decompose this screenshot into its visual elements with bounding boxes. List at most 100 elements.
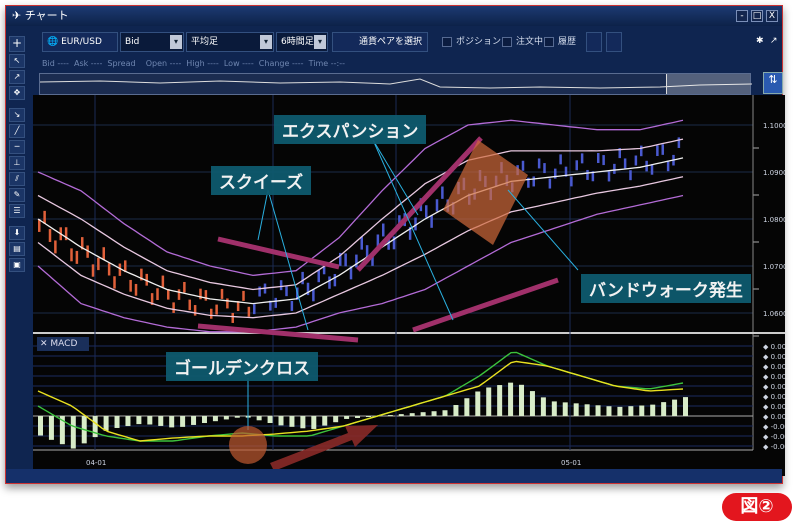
drawing-tool-0[interactable]: ↖ bbox=[9, 54, 25, 68]
close-button[interactable]: X bbox=[766, 10, 778, 22]
macd-histogram-bar bbox=[344, 416, 350, 419]
position-checkbox[interactable] bbox=[442, 37, 452, 47]
golden-cross-marker bbox=[229, 426, 267, 464]
candle bbox=[204, 290, 208, 301]
drawing-tool-4[interactable]: ╱ bbox=[9, 124, 25, 138]
window-title: チャート bbox=[24, 9, 69, 22]
macd-axis-label: ◆ 0.001 bbox=[763, 403, 785, 411]
macd-histogram-bar bbox=[223, 416, 229, 420]
candle bbox=[113, 276, 116, 289]
candle bbox=[425, 205, 428, 218]
candle bbox=[398, 215, 401, 229]
macd-histogram-bar bbox=[169, 416, 175, 428]
macd-histogram-bar bbox=[672, 399, 678, 416]
candle bbox=[64, 227, 68, 241]
candle bbox=[591, 171, 595, 182]
macd-histogram-bar bbox=[650, 404, 656, 416]
price-type-select[interactable]: Bid ▾ bbox=[120, 32, 184, 52]
bandwalk-highlight bbox=[443, 140, 528, 245]
navigator-scrollbar[interactable] bbox=[39, 73, 753, 95]
currency-pair-button[interactable]: 🌐 EUR/USD bbox=[42, 32, 118, 52]
price-type-value: Bid bbox=[125, 37, 140, 47]
macd-histogram-bar bbox=[519, 384, 525, 416]
candle bbox=[640, 145, 643, 157]
navigator-range-handle[interactable] bbox=[666, 74, 750, 94]
export-icon[interactable] bbox=[586, 32, 602, 52]
price-axis-label: 1.06000 bbox=[763, 310, 785, 318]
auto-scroll-button[interactable]: ⇅ bbox=[763, 72, 783, 94]
drawing-tool-10[interactable]: ⬇ bbox=[9, 226, 25, 240]
callout-squeeze: スクイーズ bbox=[211, 166, 312, 195]
select-pair-button[interactable]: 通貨ペアを選択 bbox=[332, 32, 428, 52]
macd-axis-label: ◆ -0.001 bbox=[763, 423, 785, 431]
macd-histogram-bar bbox=[409, 413, 415, 416]
candle bbox=[38, 219, 41, 232]
candle bbox=[322, 261, 326, 275]
candle bbox=[554, 168, 557, 179]
drawing-tool-12[interactable]: ▣ bbox=[9, 258, 25, 272]
macd-panel-header: ✕ MACD bbox=[37, 337, 89, 351]
candle bbox=[215, 304, 218, 315]
drawing-tool-1[interactable]: ↗ bbox=[9, 70, 25, 84]
history-checkbox[interactable] bbox=[544, 37, 554, 47]
candle bbox=[236, 301, 240, 312]
drawing-tool-7[interactable]: ⫽ bbox=[9, 172, 25, 186]
macd-histogram-bar bbox=[48, 416, 54, 440]
gear-icon[interactable]: ✱ bbox=[756, 36, 764, 46]
candle bbox=[365, 245, 369, 259]
candle bbox=[570, 176, 573, 187]
drawing-tool-8[interactable]: ✎ bbox=[9, 188, 25, 202]
chart-area[interactable]: 1.10000 1.09000 1.08000 1.07000 1.06000 ◆ 0.0… bbox=[33, 95, 793, 476]
drawing-tool-3[interactable]: ↘ bbox=[9, 108, 25, 122]
candle bbox=[199, 288, 202, 300]
candle bbox=[118, 263, 122, 276]
candle bbox=[145, 273, 148, 286]
drawing-tool-6[interactable]: ⊥ bbox=[9, 156, 25, 170]
candle bbox=[382, 223, 385, 237]
minimize-button[interactable]: - bbox=[736, 10, 748, 22]
chevron-down-icon: ▾ bbox=[260, 35, 272, 49]
chart-window: ✈ チャート - □ X + ↖ ↗ ✥ ↘ ╱ ─ ⊥ ⫽ ✎ ☰ ⬇ ▤ ▣ 🌐 EUR/USD B… bbox=[5, 5, 793, 484]
candle bbox=[328, 276, 331, 289]
bollinger-band-line bbox=[37, 138, 684, 291]
macd-label: MACD bbox=[50, 339, 78, 349]
candle bbox=[134, 283, 138, 296]
candle bbox=[344, 253, 347, 267]
candle bbox=[414, 217, 417, 231]
macd-histogram-bar bbox=[508, 382, 514, 416]
candle bbox=[435, 199, 439, 212]
candle bbox=[140, 268, 143, 281]
drawing-tool-2[interactable]: ✥ bbox=[9, 86, 25, 100]
candle bbox=[242, 290, 245, 301]
expansion-upper-marker bbox=[356, 136, 483, 272]
callout-bandwalk: バンドウォーク発生 bbox=[581, 274, 751, 303]
orders-checkbox[interactable] bbox=[502, 37, 512, 47]
candle bbox=[285, 286, 288, 297]
macd-histogram-bar bbox=[267, 416, 273, 424]
drawing-tool-9[interactable]: ☰ bbox=[9, 204, 25, 218]
candle bbox=[253, 304, 256, 315]
macd-histogram-bar bbox=[365, 416, 371, 418]
candle bbox=[279, 280, 283, 291]
layout-icon[interactable] bbox=[606, 32, 622, 52]
candle bbox=[91, 264, 95, 277]
macd-histogram-bar bbox=[180, 416, 186, 427]
macd-histogram-bar bbox=[387, 415, 393, 416]
candle bbox=[333, 273, 337, 287]
chevron-down-icon: ▾ bbox=[314, 35, 326, 49]
candle bbox=[220, 288, 224, 299]
chevron-down-icon: ▾ bbox=[170, 35, 182, 49]
macd-histogram-bar bbox=[431, 411, 437, 416]
macd-axis-label: ◆ 0.006 bbox=[763, 353, 785, 361]
close-icon[interactable]: ✕ bbox=[40, 339, 48, 349]
drawing-tool-11[interactable]: ▤ bbox=[9, 242, 25, 256]
add-button[interactable]: + bbox=[9, 36, 25, 52]
macd-histogram-bar bbox=[70, 416, 76, 449]
drawing-tool-5[interactable]: ─ bbox=[9, 140, 25, 154]
timeframe-select[interactable]: 6時間足 ▾ bbox=[276, 32, 328, 52]
maximize-button[interactable]: □ bbox=[751, 10, 763, 22]
candle-type-select[interactable]: 平均足 ▾ bbox=[186, 32, 274, 52]
popout-icon[interactable]: ↗ bbox=[770, 36, 778, 46]
candle bbox=[580, 153, 584, 164]
macd-axis-label: ◆ 0.000 bbox=[763, 413, 785, 421]
